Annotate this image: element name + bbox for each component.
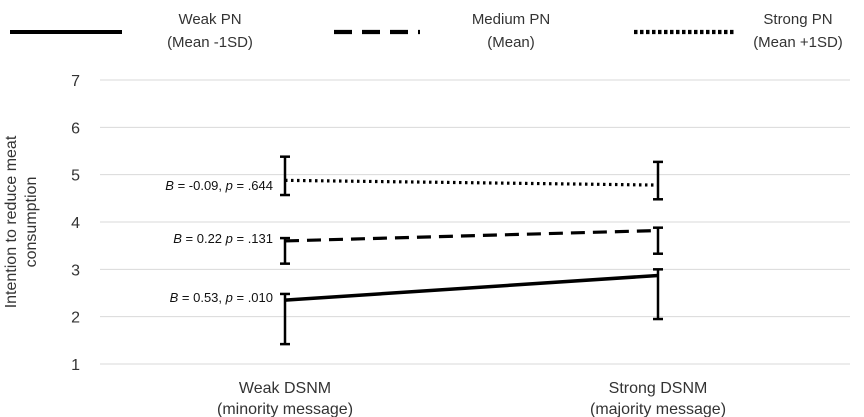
slope-annotation: B = 0.53, p = .010	[170, 290, 273, 305]
legend-sublabel: (Mean -1SD)	[167, 34, 253, 51]
annotation-value: = .010	[233, 290, 273, 305]
annotation-symbol: B	[170, 290, 179, 305]
legend-label: Medium PN	[472, 11, 550, 28]
slope-annotation: B = 0.22 p = .131	[173, 231, 273, 246]
annotation-value: = .131	[233, 231, 273, 246]
y-tick-label: 2	[71, 310, 80, 327]
y-axis-title-line: consumption	[23, 177, 40, 268]
series-line-solid	[284, 273, 659, 302]
series-line-dashed	[284, 228, 659, 243]
series-line-dotted	[284, 178, 659, 187]
legend-label: Strong PN	[763, 11, 832, 28]
legend-label: Weak PN	[178, 11, 241, 28]
y-axis-title: Intention to reduce meat consumption	[3, 135, 40, 308]
annotation-symbol: B	[165, 178, 174, 193]
y-axis-title-group: Intention to reduce meat consumption	[3, 135, 40, 308]
error-bars	[280, 155, 663, 346]
annotation-symbol: p	[225, 290, 233, 305]
annotation-value: = 0.53,	[178, 290, 225, 305]
y-axis-title-line: Intention to reduce meat	[3, 135, 20, 308]
y-tick-label: 3	[71, 262, 80, 279]
annotation-symbol: p	[225, 178, 233, 193]
y-tick-label: 5	[71, 168, 80, 185]
y-tick-label: 4	[71, 215, 80, 232]
x-category-sublabel: (majority message)	[590, 401, 726, 417]
series-lines	[284, 178, 659, 302]
annotation-symbol: B	[173, 231, 182, 246]
y-tick-label: 1	[71, 357, 80, 374]
legend: Weak PN (Mean -1SD) Medium PN (Mean) Strong …	[10, 11, 843, 51]
y-axis: 1 2 3 4 5 6 7	[71, 73, 80, 374]
annotation-value: = 0.22	[182, 231, 226, 246]
y-tick-label: 6	[71, 120, 80, 137]
annotation-value: = .644	[233, 178, 273, 193]
x-category-label: Strong DSNM	[609, 380, 708, 397]
y-tick-label: 7	[71, 73, 80, 90]
x-category-label: Weak DSNM	[239, 380, 331, 397]
x-category-sublabel: (minority message)	[217, 401, 353, 417]
annotation-value: = -0.09,	[174, 178, 226, 193]
annotation-symbol: p	[225, 231, 233, 246]
slope-annotation: B = -0.09, p = .644	[165, 178, 273, 193]
x-axis: Weak DSNM (minority message) Strong DSNM (m…	[217, 380, 726, 417]
legend-sublabel: (Mean)	[487, 34, 535, 51]
legend-sublabel: (Mean +1SD)	[753, 34, 843, 51]
gridlines	[100, 79, 850, 365]
